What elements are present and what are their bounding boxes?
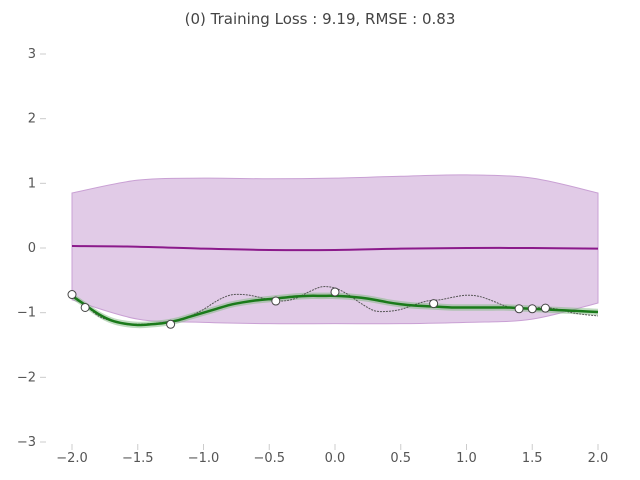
y-tick-label: −2 bbox=[17, 370, 36, 385]
data-point bbox=[514, 304, 524, 314]
y-tick-label: 0 bbox=[28, 241, 36, 256]
x-tick-label: −0.5 bbox=[253, 451, 285, 466]
prior-mean-line bbox=[71, 245, 599, 252]
chart-title: (0) Training Loss : 9.19, RMSE : 0.83 bbox=[185, 10, 456, 28]
x-tick-label: 0.5 bbox=[390, 451, 411, 466]
y-tick-label: 2 bbox=[28, 112, 36, 127]
y-tick-label: −3 bbox=[17, 435, 36, 450]
x-tick-label: −1.5 bbox=[122, 451, 154, 466]
axes: −3 −2 −1 0 1 2 3 −2.0 −1.5 −1.0 −0.5 0.0 0.5 1.0 1.5 2.… bbox=[17, 47, 609, 466]
x-tick-label: 0.0 bbox=[325, 451, 346, 466]
x-tick-label: −2.0 bbox=[56, 451, 88, 466]
data-point bbox=[527, 304, 537, 314]
data-point bbox=[67, 290, 77, 300]
data-point bbox=[166, 319, 176, 329]
y-tick-label: −1 bbox=[17, 306, 36, 321]
data-point bbox=[540, 303, 550, 313]
x-tick-label: −1.0 bbox=[188, 451, 220, 466]
data-point bbox=[429, 299, 439, 309]
data-point bbox=[330, 287, 340, 297]
plot-area bbox=[67, 174, 599, 329]
y-tick-label: 3 bbox=[28, 47, 36, 62]
x-tick-label: 1.5 bbox=[522, 451, 543, 466]
y-tick-label: 1 bbox=[28, 176, 36, 191]
data-point bbox=[80, 302, 90, 312]
x-tick-label: 2.0 bbox=[588, 451, 609, 466]
data-point bbox=[271, 296, 281, 306]
x-tick-label: 1.0 bbox=[456, 451, 477, 466]
